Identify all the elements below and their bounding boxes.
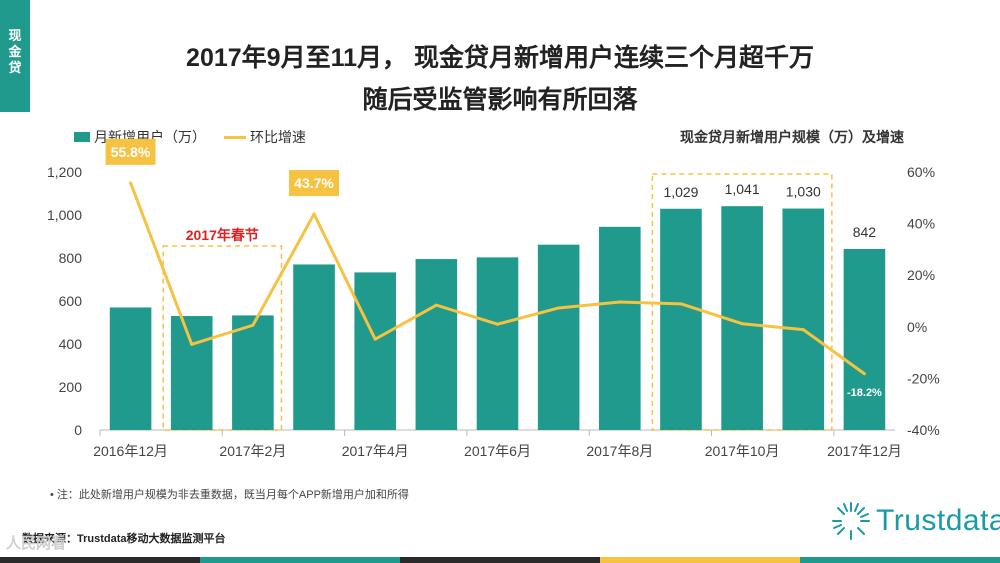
growth-point bbox=[740, 322, 744, 326]
growth-point bbox=[801, 328, 805, 332]
legend-bar-swatch bbox=[74, 132, 90, 142]
bar bbox=[782, 208, 825, 430]
growth-label: -18.2% bbox=[847, 387, 882, 399]
growth-label-box bbox=[289, 170, 340, 197]
growth-point bbox=[618, 300, 622, 304]
brand-burst-icon bbox=[832, 502, 870, 540]
growth-point bbox=[190, 342, 194, 346]
y-left-tick-label: 600 bbox=[59, 293, 83, 309]
legend-line-label: 环比增速 bbox=[250, 129, 306, 145]
growth-point bbox=[251, 323, 255, 327]
highlight-box-spring bbox=[162, 245, 283, 431]
bar bbox=[170, 316, 213, 430]
growth-point bbox=[434, 303, 438, 307]
y-right-tick-label: 40% bbox=[907, 216, 935, 232]
y-left-tick-label: 1,200 bbox=[47, 164, 82, 180]
bar bbox=[354, 272, 396, 430]
growth-label-box bbox=[105, 138, 156, 165]
x-tick-label: 2017年8月 bbox=[586, 443, 653, 459]
bar bbox=[660, 208, 702, 430]
footer-seg-2 bbox=[200, 557, 400, 563]
y-right-tick-label: 60% bbox=[907, 164, 935, 180]
x-tick-label: 2016年12月 bbox=[93, 443, 168, 459]
footer-seg-3 bbox=[400, 557, 600, 563]
growth-point bbox=[496, 322, 499, 326]
annotation-spring-festival: 2017年春节 bbox=[186, 227, 259, 243]
footer-color-bar bbox=[0, 557, 1000, 563]
x-tick-label: 2017年4月 bbox=[342, 443, 409, 459]
footer-seg-5 bbox=[800, 557, 1000, 563]
section-tab-label: 现 金 贷 bbox=[8, 28, 22, 75]
chart-subtitle: 现金贷月新增用户规模（万）及增速 bbox=[680, 129, 904, 145]
bar bbox=[415, 259, 458, 430]
watermark-text: 人民网看 bbox=[6, 535, 67, 552]
growth-label: 43.7% bbox=[294, 175, 334, 191]
growth-point bbox=[557, 306, 561, 310]
bar bbox=[843, 248, 886, 430]
x-tick-label: 2017年12月 bbox=[827, 443, 902, 459]
y-left-tick-label: 0 bbox=[74, 422, 82, 438]
bar bbox=[476, 257, 519, 430]
y-right-tick-label: 0% bbox=[907, 319, 927, 335]
bar-value-label: 1,030 bbox=[786, 184, 821, 200]
bar bbox=[232, 315, 274, 430]
section-tab: 现 金 贷 bbox=[0, 0, 30, 112]
page-title-line1: 2017年9月至11月， 现金贷月新增用户连续三个月超千万 bbox=[186, 44, 814, 72]
bar-value-label: 842 bbox=[853, 224, 877, 240]
growth-point bbox=[679, 302, 683, 306]
y-right-tick-label: -40% bbox=[907, 422, 940, 438]
x-tick-label: 2017年10月 bbox=[705, 443, 780, 459]
y-left-tick-label: 400 bbox=[59, 336, 83, 352]
y-right-tick-label: 20% bbox=[907, 267, 935, 283]
footnote: • 注：此处新增用户规模为非去重数据，既当月每个APP新增用户加和所得 bbox=[50, 489, 409, 501]
bar bbox=[109, 307, 152, 430]
growth-point bbox=[862, 372, 866, 376]
x-tick-label: 2017年2月 bbox=[219, 443, 286, 459]
bar bbox=[537, 244, 580, 430]
x-tick-label: 2017年6月 bbox=[464, 443, 531, 459]
bar-value-label: 1,029 bbox=[663, 184, 698, 200]
growth-point bbox=[129, 181, 133, 185]
growth-label: 55.8% bbox=[111, 144, 151, 160]
y-left-tick-label: 1,000 bbox=[47, 207, 82, 223]
bar bbox=[293, 264, 335, 430]
bar-value-label: 1,041 bbox=[725, 181, 760, 197]
footer-seg-1 bbox=[0, 557, 200, 563]
growth-point bbox=[373, 337, 377, 341]
bar bbox=[599, 226, 641, 430]
footer-seg-4 bbox=[600, 557, 800, 563]
growth-point bbox=[312, 212, 316, 216]
data-source: 数据来源：Trustdata移动大数据监测平台 bbox=[22, 533, 226, 545]
y-left-tick-label: 800 bbox=[59, 250, 83, 266]
legend-line-swatch bbox=[224, 135, 246, 139]
y-right-tick-label: -20% bbox=[907, 370, 940, 386]
page-title-line2: 随后受监管影响有所回落 bbox=[362, 86, 638, 114]
y-left-tick-label: 200 bbox=[59, 379, 83, 395]
brand-name: Trustdata bbox=[876, 504, 1000, 537]
brand-logo: Trustdata bbox=[830, 500, 1000, 542]
